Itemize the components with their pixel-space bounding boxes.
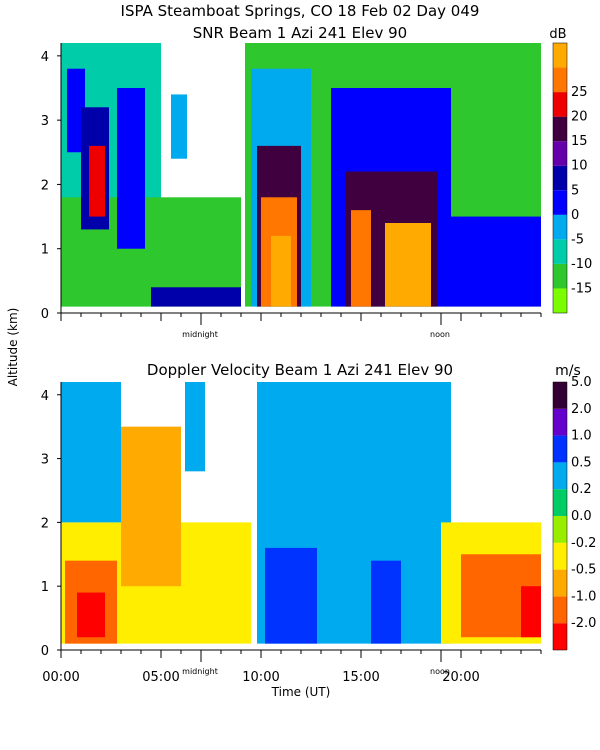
velocity-heatmap-region [121,426,181,587]
velocity-colorbar-frame [552,381,568,651]
velocity-colorbar-segment [553,596,567,624]
snr-colorbar-segment [553,190,567,215]
snr-heatmap-region [271,235,291,307]
snr-colorbar-segment [553,263,567,289]
snr-colorbar-segment [553,141,567,166]
snr-noon-label: noon [430,330,450,339]
chart-title-line1: ISPA Steamboat Springs, CO 18 Feb 02 Day… [121,2,480,20]
snr-heatmap-region [451,216,541,307]
snr-heatmap-region [67,68,85,153]
snr-colorbar-segment [553,214,567,240]
snr-colorbar-segment [553,92,567,117]
velocity-colorbar-segment [553,569,567,597]
x-tick-label: 10:00 [242,670,279,685]
snr-colorbar-label: -5 [571,232,584,247]
snr-midnight-label: midnight [182,330,218,339]
velocity-heatmap-region [265,547,317,644]
snr-colorbar-label: 10 [571,159,588,174]
x-tick-label: 15:00 [342,670,379,685]
velocity-colorbar-label: 0.2 [571,482,592,497]
velocity-colorbar-label: -1.0 [571,589,596,604]
x-tick-label: 20:00 [442,670,479,685]
velocity-heatmap-region [185,382,205,472]
snr-colorbar: -15 -10 -5 0 5 10 15 20 25 [552,42,592,314]
velocity-colorbar-label: 0.5 [571,455,592,470]
snr-colorbar-label: 15 [571,134,588,149]
velocity-y-tick-label: 0 [41,644,49,659]
snr-colorbar-segment [553,67,567,93]
snr-colorbar-segment [553,239,567,264]
velocity-colorbar-label: 5.0 [571,375,592,390]
snr-colorbar-segment [553,43,567,68]
snr-panel: 0 1 2 3 4 midnight noon dB -15 -10 -5 0 5 10 15 20 2… [41,27,593,339]
velocity-colorbar-segment [553,408,567,436]
velocity-colorbar-segment [553,623,567,650]
velocity-heatmap-region [521,586,541,638]
velocity-colorbar-segment [553,462,567,490]
velocity-panel: Doppler Velocity Beam 1 Azi 241 Elev 90 … [41,361,597,685]
velocity-colorbar-label: 2.0 [571,402,592,417]
snr-heatmap-region [151,287,241,307]
velocity-colorbar-label: -0.2 [571,536,596,551]
snr-colorbar-segment [553,116,567,142]
velocity-heatmap-region [61,382,121,523]
velocity-colorbar: -2.0 -1.0 -0.5 -0.2 0.0 0.2 0.5 1.0 2.0 5.0 [552,375,596,651]
snr-heatmap-region [117,88,145,249]
snr-colorbar-unit: dB [549,27,566,42]
snr-y-tick-label: 1 [41,243,49,258]
x-tick-label: 00:00 [42,670,79,685]
snr-colorbar-segment [553,288,567,313]
snr-heatmap-region [171,94,187,159]
velocity-colorbar-label: -2.0 [571,616,596,631]
velocity-heatmap-region [77,592,105,638]
snr-colorbar-label: -15 [571,281,592,296]
snr-heatmap-region [385,223,431,307]
velocity-colorbar-segment [553,382,567,409]
velocity-title: Doppler Velocity Beam 1 Azi 241 Elev 90 [147,361,453,379]
velocity-y-tick-label: 1 [41,580,49,595]
velocity-heatmap-region [371,560,401,644]
velocity-colorbar-segment [553,516,567,543]
snr-colorbar-label: 25 [571,85,588,100]
snr-colorbar-label: -10 [571,257,592,272]
velocity-colorbar-segment [553,489,567,516]
velocity-noon-label: noon [430,667,450,676]
x-axis-label: Time (UT) [271,685,331,699]
snr-y-tick-label: 3 [41,114,49,129]
velocity-colorbar-segment [553,542,567,570]
y-axis-label: Altitude (km) [6,308,20,387]
chart-title-line2: SNR Beam 1 Azi 241 Elev 90 [193,24,407,42]
snr-y-tick-label: 4 [41,50,49,65]
velocity-y-tick-label: 4 [41,389,49,404]
velocity-midnight-label: midnight [182,667,218,676]
x-tick-label: 05:00 [142,670,179,685]
velocity-colorbar-label: 0.0 [571,509,592,524]
snr-heatmap-region [351,210,371,307]
snr-y-tick-label: 0 [41,307,49,322]
velocity-colorbar-segment [553,435,567,463]
velocity-y-tick-label: 2 [41,516,49,531]
velocity-colorbar-unit: m/s [555,363,581,379]
snr-colorbar-frame [552,42,568,314]
snr-y-tick-label: 2 [41,178,49,193]
snr-heatmap-region [89,145,105,217]
velocity-heatmap [61,382,541,644]
snr-colorbar-label: 20 [571,110,588,125]
velocity-colorbar-label: -0.5 [571,563,596,578]
snr-colorbar-label: 5 [571,183,579,198]
velocity-colorbar-label: 1.0 [571,429,592,444]
velocity-y-tick-label: 3 [41,453,49,468]
snr-colorbar-label: 0 [571,208,579,223]
snr-heatmap [61,43,541,307]
snr-colorbar-segment [553,165,567,191]
